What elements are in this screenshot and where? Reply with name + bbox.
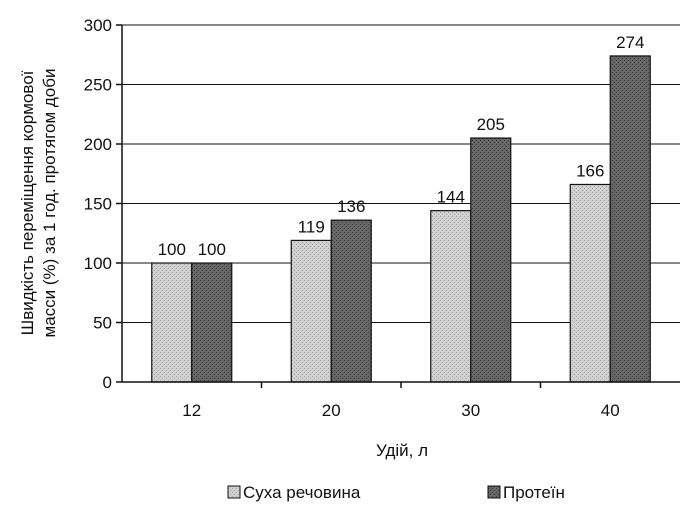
y-tick-labels: 0 50 100 150 200 250 300 (84, 16, 112, 392)
y-axis-title: Швидкість переміщення кормової масси (%)… (18, 69, 59, 338)
data-label-protein-12: 100 (198, 240, 226, 259)
x-tick-label: 20 (322, 401, 341, 420)
data-labels: 100 100 119 136 144 205 166 274 (158, 33, 645, 259)
bar-dry-matter-20 (290, 239, 332, 383)
data-label-dry-matter-30: 144 (437, 188, 465, 207)
y-tick-label: 250 (84, 76, 112, 95)
y-axis-title-line-2: масси (%) за 1 год. протягом доби (40, 69, 59, 338)
data-label-dry-matter-12: 100 (158, 240, 186, 259)
x-tick-label: 40 (601, 401, 620, 420)
bar-protein-40 (609, 55, 651, 383)
y-tick-label: 50 (93, 314, 112, 333)
x-axis-title: Удій, л (376, 441, 428, 460)
bar-protein-20 (330, 219, 372, 383)
legend: Суха речовина Протеїн (227, 483, 565, 502)
y-tick-label: 0 (103, 373, 112, 392)
data-label-protein-40: 274 (616, 33, 644, 52)
y-tick-label: 150 (84, 195, 112, 214)
x-tick-labels: 12 20 30 40 (182, 401, 619, 420)
bars (151, 55, 651, 383)
legend-label-dry-matter: Суха речовина (243, 483, 361, 502)
y-axis-title-line-1: Швидкість переміщення кормової (18, 70, 37, 335)
bar-dry-matter-30 (430, 210, 472, 383)
data-label-protein-20: 136 (337, 197, 365, 216)
bar-dry-matter-40 (569, 183, 611, 383)
y-tick-label: 100 (84, 254, 112, 273)
y-tick-label: 200 (84, 135, 112, 154)
bar-protein-12 (191, 262, 233, 383)
bar-protein-30 (470, 137, 512, 383)
data-label-dry-matter-40: 166 (576, 161, 604, 180)
bar-dry-matter-12 (151, 262, 193, 383)
x-tick-label: 30 (461, 401, 480, 420)
data-label-protein-30: 205 (477, 115, 505, 134)
legend-swatch-protein (487, 485, 501, 499)
x-tick-label: 12 (182, 401, 201, 420)
axes (116, 24, 680, 388)
y-tick-label: 300 (84, 16, 112, 35)
data-label-dry-matter-20: 119 (298, 217, 325, 236)
legend-swatch-dry-matter (227, 485, 241, 499)
legend-label-protein: Протеїн (503, 483, 565, 502)
